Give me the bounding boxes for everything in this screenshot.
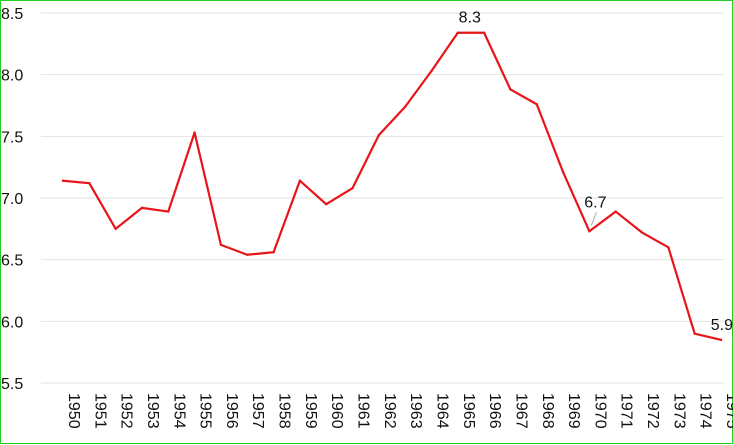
data-point [535,103,538,106]
x-tick-label: 1956 [223,393,240,429]
data-point [561,170,565,174]
series-line [61,31,723,341]
y-tick-label: 7.5 [1,129,23,146]
data-label: 8.3 [459,10,481,27]
x-tick-label: 1966 [486,393,503,429]
y-tick-label: 8.5 [1,6,23,23]
data-labels: 8.3 6.7 5.9 [459,10,733,334]
data-point [298,179,302,182]
data-point [456,31,459,34]
x-tick-label: 1974 [697,393,714,429]
y-axis-ticks: 5.5 6.0 6.5 7.0 7.5 8.0 8.5 [1,6,23,393]
x-tick-label: 1968 [539,393,556,429]
x-tick-label: 1964 [433,393,450,429]
x-tick-label: 1967 [512,393,529,429]
x-tick-label: 1970 [591,393,608,429]
data-point [167,210,170,213]
x-tick-label: 1965 [460,393,477,429]
data-point [667,246,670,249]
data-point [114,227,117,231]
data-point [193,131,196,134]
y-tick-label: 6.0 [1,314,23,331]
data-point [614,210,617,213]
x-tick-label: 1953 [144,393,161,429]
x-tick-label: 1971 [618,393,635,429]
data-point [719,338,723,342]
x-tick-label: 1961 [355,393,372,429]
x-axis-ticks: 1950 1951 1952 1953 1954 1955 1956 1957 1958 1959… [65,393,733,429]
data-point [325,202,328,206]
data-point [640,231,644,234]
data-label: 5.9 [711,317,733,334]
data-point [219,243,223,247]
y-tick-label: 7.0 [1,191,23,208]
x-tick-label: 1955 [197,393,214,429]
data-point [430,69,433,73]
x-tick-label: 1973 [670,393,687,429]
x-tick-label: 1972 [644,393,661,429]
data-point [588,230,591,233]
x-tick-label: 1957 [249,393,266,429]
data-point [140,206,144,210]
x-tick-label: 1958 [276,393,293,429]
data-label-leader [590,212,597,226]
data-label: 6.7 [584,194,606,211]
gridlines [41,12,724,384]
y-tick-label: 6.5 [1,253,23,270]
series-group [61,31,723,342]
x-tick-label: 1975 [723,393,733,429]
data-point [403,105,407,108]
data-point [482,31,486,34]
x-tick-label: 1952 [118,393,135,429]
data-point [693,332,696,335]
x-tick-label: 1959 [302,393,319,429]
data-point [377,133,381,137]
x-tick-label: 1963 [407,393,424,429]
x-tick-label: 1950 [65,393,82,429]
x-tick-label: 1969 [565,393,582,429]
data-point [61,179,65,182]
x-tick-label: 1960 [328,393,345,429]
x-tick-label: 1954 [170,393,187,429]
y-tick-label: 8.0 [1,68,23,85]
data-point [88,182,91,185]
data-point [351,186,354,190]
y-tick-label: 5.5 [1,376,23,393]
x-tick-label: 1951 [91,393,108,429]
data-point [272,251,275,254]
x-tick-label: 1962 [381,393,398,429]
data-point [246,253,249,256]
data-point [509,88,512,91]
